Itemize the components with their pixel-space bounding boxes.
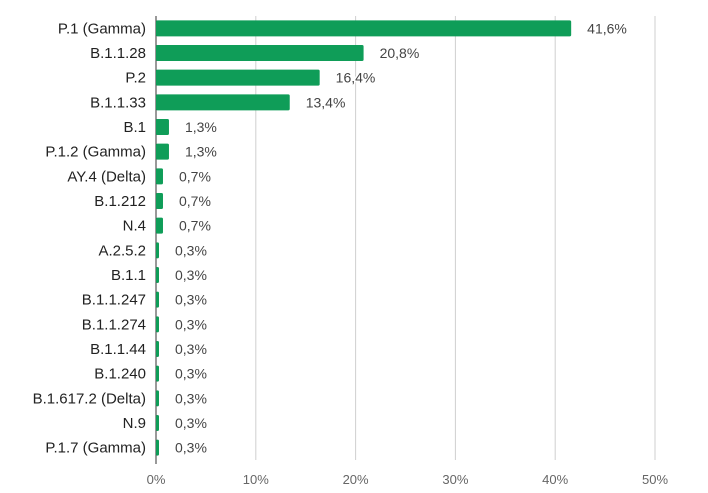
bar [156,390,159,407]
value-label: 13,4% [306,94,346,110]
category-label: B.1.240 [94,366,146,383]
category-label: P.2 [125,70,146,87]
bar [156,267,159,283]
bar [156,94,290,111]
bar [156,341,159,357]
bar [156,168,163,185]
category-label: P.1 (Gamma) [58,20,146,37]
value-label: 0,3% [175,292,207,308]
x-axis-tick-labels: 0% 10% 20% 30% 40% 50% [147,472,669,487]
category-label: B.1.1.247 [82,292,146,309]
x-tick-label: 0% [147,472,166,487]
category-label: B.1 [123,119,146,136]
value-label: 0,3% [175,366,207,382]
bar [156,119,169,135]
category-label: B.1.212 [94,193,146,210]
bar [156,291,159,308]
category-label: A.2.5.2 [98,242,146,259]
category-label: AY.4 (Delta) [67,168,146,185]
category-label: B.1.1.274 [82,316,146,333]
bars [156,20,572,456]
value-label: 0,3% [175,341,207,357]
value-label: 0,3% [175,316,207,332]
bar [156,439,159,456]
value-label: 0,7% [179,218,211,234]
bar [156,415,159,431]
x-tick-label: 40% [542,472,568,487]
category-label: B.1.1.28 [90,45,146,62]
category-label: B.1.1.44 [90,341,146,358]
bar [156,217,163,234]
bar [156,143,169,160]
value-label: 0,3% [175,440,207,456]
category-label: B.1.617.2 (Delta) [33,390,146,407]
bar [156,316,159,333]
bar [156,20,572,37]
category-label: B.1.1.33 [90,94,146,111]
category-label: P.1.7 (Gamma) [45,440,146,457]
x-tick-label: 30% [442,472,468,487]
value-label: 0,7% [179,168,211,184]
value-label: 41,6% [587,20,627,36]
category-label: N.9 [123,415,146,432]
bar [156,193,163,209]
value-label: 0,3% [175,267,207,283]
bar [156,365,159,382]
value-label: 0,3% [175,415,207,431]
x-tick-label: 20% [343,472,369,487]
value-labels: 41,6% 20,8%16,4% 13,4% 1,3% 1,3% 0,7% 0,7% 0,7%… [174,19,629,457]
bar [156,242,159,259]
category-label: B.1.1 [111,267,146,284]
category-labels: P.1 (Gamma) B.1.1.28 P.2 B.1.1.33 B.1 P.1.2 (… [33,20,146,456]
category-label: P.1.2 (Gamma) [45,144,146,161]
value-label: 20,8% [380,45,420,61]
value-label: 16,4% [336,70,376,86]
category-label: N.4 [123,218,146,235]
gridlines [155,16,656,464]
bar [156,45,364,61]
bar [156,69,320,86]
value-label: 1,3% [185,119,217,135]
value-label: 0,3% [175,242,207,258]
value-label: 0,7% [179,193,211,209]
value-label: 0,3% [175,390,207,406]
x-tick-label: 50% [642,472,668,487]
x-tick-label: 10% [243,472,269,487]
value-label: 1,3% [185,144,217,160]
